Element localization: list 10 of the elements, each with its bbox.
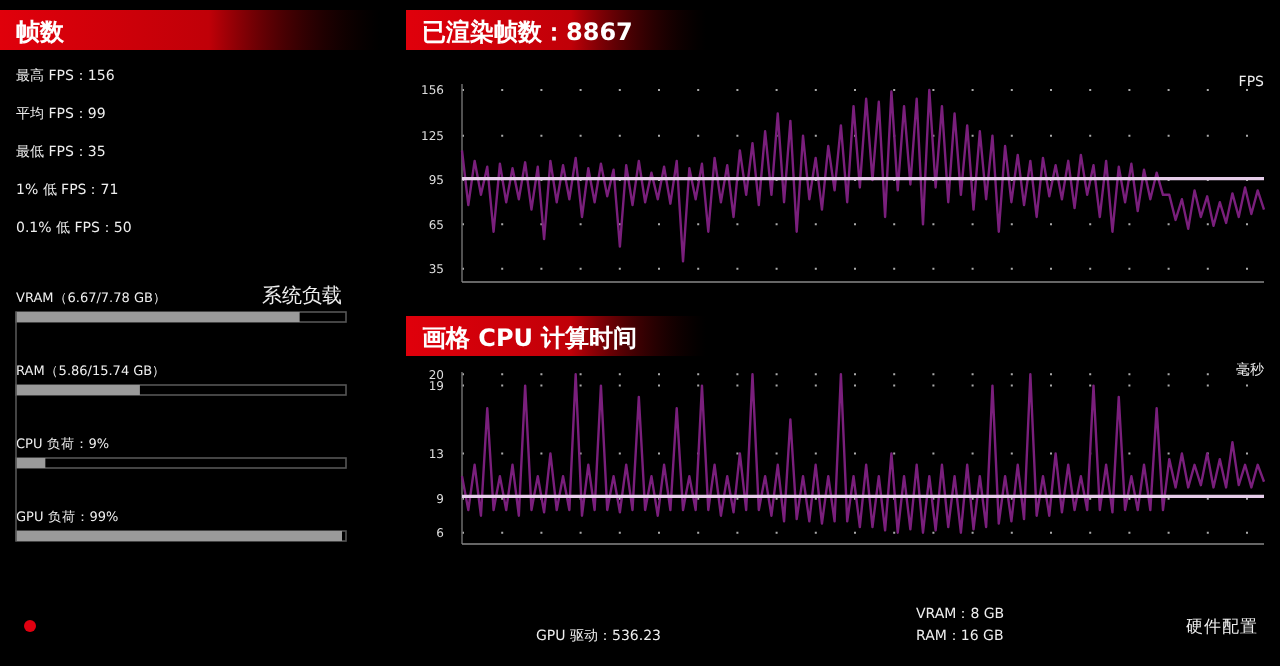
bar	[16, 458, 46, 468]
chart-title: 已渲染帧数：8867	[422, 18, 633, 46]
bar	[16, 385, 140, 395]
chart-title: 画格 CPU 计算时间	[422, 324, 638, 352]
line-series	[460, 373, 1266, 534]
chart-title: 系统负载	[262, 284, 342, 308]
line-series	[460, 88, 1266, 263]
text: 硬件配置	[1186, 616, 1258, 638]
text: 帧数	[16, 18, 66, 46]
bar	[16, 312, 300, 322]
